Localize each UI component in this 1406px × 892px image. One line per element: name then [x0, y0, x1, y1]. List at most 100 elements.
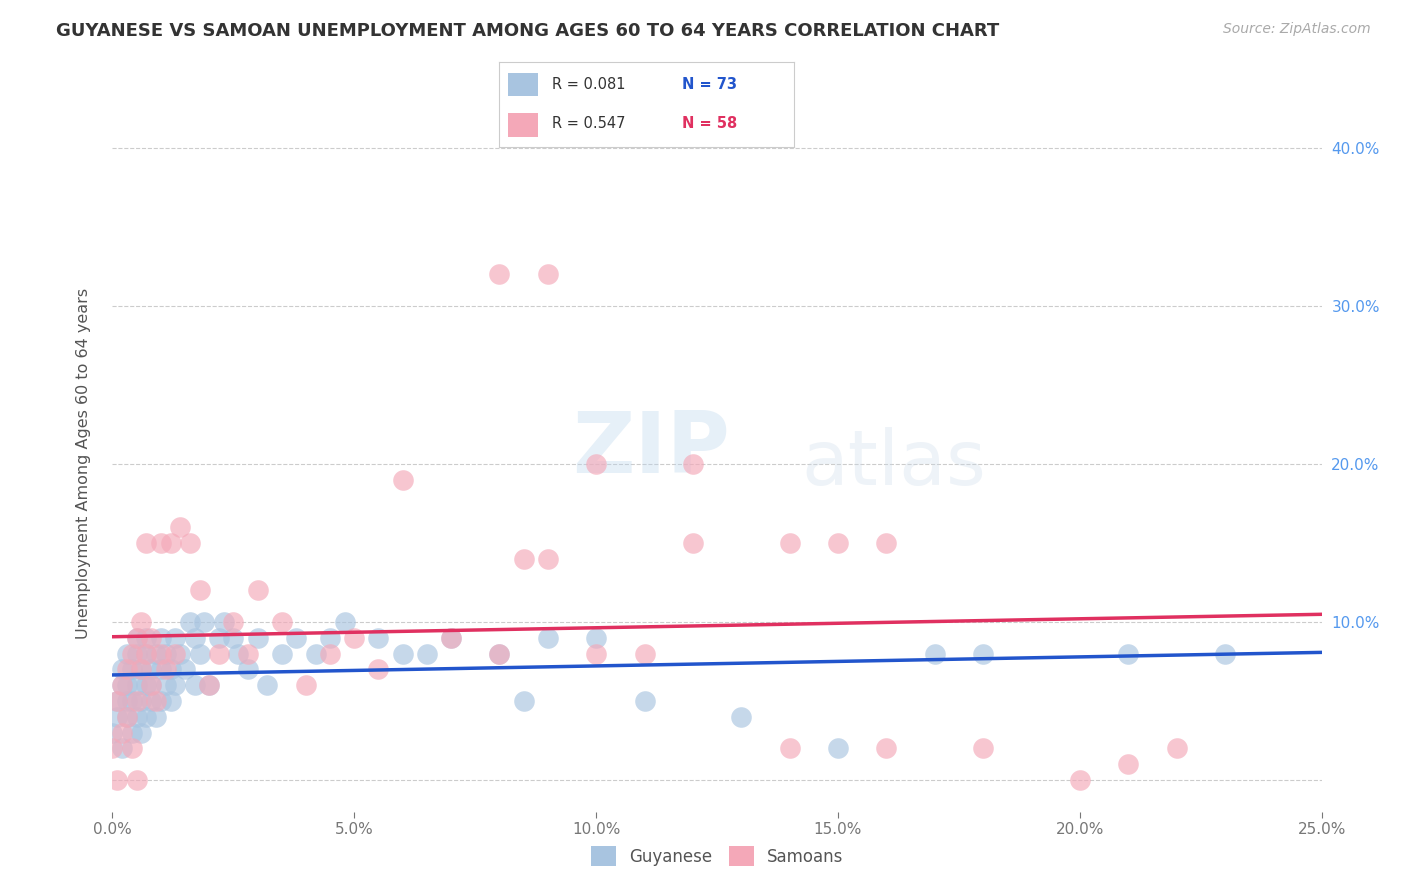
Point	[105, 694, 128, 708]
Bar	[508, 113, 537, 137]
Point	[198, 678, 221, 692]
Point	[131, 615, 153, 629]
Point	[135, 710, 157, 724]
Point	[222, 615, 245, 629]
Point	[149, 662, 172, 676]
Point	[149, 647, 172, 661]
Point	[111, 725, 134, 739]
Point	[416, 647, 439, 661]
Point	[179, 615, 201, 629]
Point	[682, 457, 704, 471]
Point	[155, 662, 177, 676]
Point	[208, 631, 231, 645]
Bar	[508, 72, 537, 96]
Point	[972, 647, 994, 661]
Text: R = 0.547: R = 0.547	[553, 116, 626, 130]
Legend: Guyanese, Samoans: Guyanese, Samoans	[583, 839, 851, 873]
Point	[135, 678, 157, 692]
Point	[125, 694, 148, 708]
Point	[115, 710, 138, 724]
Point	[145, 710, 167, 724]
Point	[440, 631, 463, 645]
Point	[212, 615, 235, 629]
Point	[193, 615, 215, 629]
Point	[1069, 773, 1091, 788]
Point	[159, 536, 181, 550]
Point	[333, 615, 356, 629]
Point	[319, 647, 342, 661]
Point	[256, 678, 278, 692]
Point	[226, 647, 249, 661]
Point	[208, 647, 231, 661]
Point	[391, 473, 413, 487]
Point	[141, 631, 163, 645]
Point	[155, 647, 177, 661]
Point	[512, 694, 534, 708]
Point	[875, 741, 897, 756]
Point	[633, 694, 655, 708]
Point	[730, 710, 752, 724]
Point	[367, 662, 389, 676]
Point	[1116, 647, 1139, 661]
Point	[155, 678, 177, 692]
Point	[135, 647, 157, 661]
Point	[246, 631, 269, 645]
Point	[585, 457, 607, 471]
Point	[174, 662, 197, 676]
Point	[169, 647, 191, 661]
Point	[105, 710, 128, 724]
Point	[198, 678, 221, 692]
Y-axis label: Unemployment Among Ages 60 to 64 years: Unemployment Among Ages 60 to 64 years	[76, 288, 91, 640]
Text: Source: ZipAtlas.com: Source: ZipAtlas.com	[1223, 22, 1371, 37]
Point	[125, 631, 148, 645]
Point	[101, 741, 124, 756]
Point	[159, 694, 181, 708]
Text: ZIP: ZIP	[572, 409, 730, 491]
Point	[111, 678, 134, 692]
Point	[924, 647, 946, 661]
Point	[537, 267, 560, 281]
Point	[169, 520, 191, 534]
Point	[295, 678, 318, 692]
Point	[111, 662, 134, 676]
Point	[145, 694, 167, 708]
Point	[135, 647, 157, 661]
Point	[121, 725, 143, 739]
Point	[165, 678, 187, 692]
Point	[165, 631, 187, 645]
Point	[222, 631, 245, 645]
Point	[779, 741, 801, 756]
Point	[236, 647, 259, 661]
Point	[125, 631, 148, 645]
Point	[188, 583, 211, 598]
Point	[512, 551, 534, 566]
Point	[391, 647, 413, 661]
Point	[875, 536, 897, 550]
Point	[131, 725, 153, 739]
Text: N = 58: N = 58	[682, 116, 737, 130]
Point	[682, 536, 704, 550]
Point	[1166, 741, 1188, 756]
Point	[488, 267, 510, 281]
Point	[488, 647, 510, 661]
Point	[827, 536, 849, 550]
Point	[1116, 757, 1139, 772]
Point	[440, 631, 463, 645]
Point	[125, 773, 148, 788]
Point	[145, 647, 167, 661]
Point	[585, 647, 607, 661]
Point	[149, 536, 172, 550]
Point	[343, 631, 366, 645]
Point	[188, 647, 211, 661]
Point	[121, 741, 143, 756]
Point	[131, 694, 153, 708]
Point	[537, 631, 560, 645]
Point	[585, 631, 607, 645]
Point	[236, 662, 259, 676]
Point	[972, 741, 994, 756]
Point	[246, 583, 269, 598]
Text: atlas: atlas	[801, 427, 987, 500]
Point	[165, 647, 187, 661]
Point	[111, 741, 134, 756]
Point	[101, 725, 124, 739]
